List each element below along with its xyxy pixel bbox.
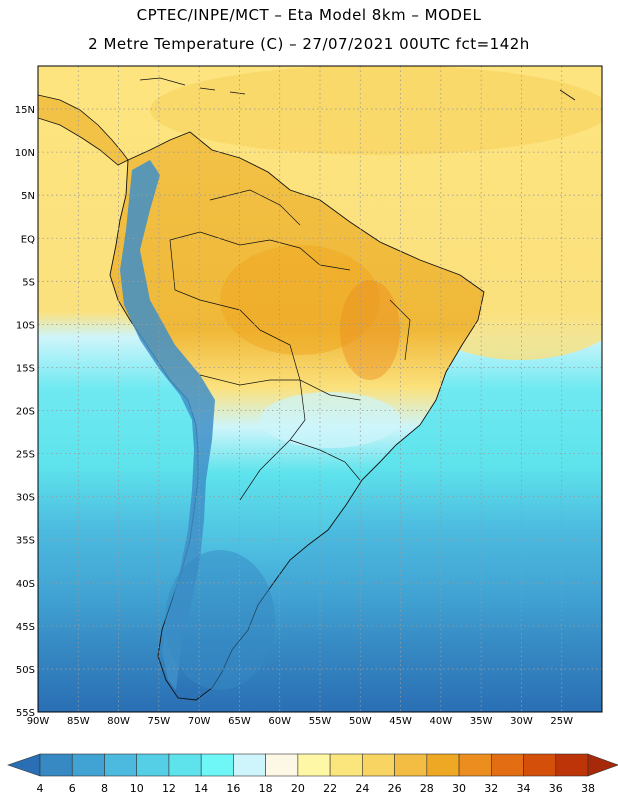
longitude-labels: 90W 85W 80W 75W 70W 65W 60W 55W 50W 45W 40W 35W 30W 2…	[27, 716, 573, 727]
colorbar-label: 8	[101, 782, 108, 795]
colorbar-label: 28	[420, 782, 434, 795]
colorbar-label: 16	[226, 782, 240, 795]
colorbar-label: 14	[194, 782, 208, 795]
lat-tick-label: 5N	[21, 191, 35, 202]
map-title-line2: 2 Metre Temperature (C) – 27/07/2021 00U…	[88, 35, 530, 53]
lat-tick-label: 25S	[16, 450, 35, 461]
hot-central-brazil	[340, 280, 400, 380]
colorbar-swatch	[555, 753, 589, 777]
colorbar-swatch	[265, 753, 299, 777]
colorbar-label: 30	[452, 782, 466, 795]
colorbar-swatch	[136, 753, 170, 777]
latitude-labels: 15N 10N 5N EQ 5S 10S 15S 20S 25S 30S 35S 40S 45S 50S 5…	[15, 105, 35, 719]
colorbar-label: 22	[323, 782, 337, 795]
central-america-land	[38, 94, 129, 166]
lon-tick-label: 60W	[268, 716, 291, 727]
lat-tick-label: 20S	[16, 407, 35, 418]
colorbar-label: 20	[291, 782, 305, 795]
colorbar-label: 38	[581, 782, 595, 795]
lat-tick-label: 55S	[16, 708, 35, 719]
lon-tick-label: 90W	[27, 716, 50, 727]
lon-tick-label: 35W	[470, 716, 493, 727]
colorbar-swatch	[458, 753, 492, 777]
colorbar-swatch	[200, 753, 234, 777]
lon-tick-label: 80W	[107, 716, 130, 727]
colorbar-swatch	[104, 753, 138, 777]
map-title-line1: CPTEC/INPE/MCT – Eta Model 8km – MODEL	[136, 6, 482, 24]
warm-caribbean-region	[150, 66, 602, 155]
colorbar-swatch	[523, 753, 557, 777]
lon-tick-label: 75W	[148, 716, 171, 727]
caribbean-islands	[139, 77, 576, 101]
lat-tick-label: 35S	[16, 536, 35, 547]
colorbar-swatch	[394, 753, 428, 777]
colorbar-label: 4	[37, 782, 44, 795]
colorbar-label: 34	[517, 782, 531, 795]
colorbar-swatches	[7, 753, 618, 777]
colorbar-swatch	[362, 753, 395, 777]
lat-tick-label: 30S	[16, 493, 35, 504]
andes-cold-ridge	[120, 160, 215, 690]
lat-tick-label: 15S	[16, 363, 35, 374]
lat-tick-label: 40S	[16, 579, 35, 590]
colorbar-label: 24	[355, 782, 369, 795]
colorbar-swatch	[490, 753, 524, 777]
colorbar-arrow-low	[7, 753, 41, 777]
colorbar-swatch	[71, 753, 105, 777]
colorbar-swatch	[329, 753, 363, 777]
lat-tick-label: 45S	[16, 622, 35, 633]
colorbar: 4 6 8 10 12 14 16 18 20 22 24 26 28 30 32 34 36 38	[7, 753, 618, 795]
lat-tick-label: 10S	[16, 320, 35, 331]
lon-tick-label: 45W	[389, 716, 412, 727]
colorbar-label: 6	[69, 782, 76, 795]
colorbar-swatch	[297, 753, 331, 777]
map-field	[38, 66, 602, 712]
lon-tick-label: 25W	[550, 716, 573, 727]
lon-tick-label: 70W	[188, 716, 211, 727]
lon-tick-label: 55W	[309, 716, 332, 727]
colorbar-label: 18	[259, 782, 273, 795]
lon-tick-label: 85W	[67, 716, 90, 727]
colorbar-label: 12	[162, 782, 176, 795]
colorbar-swatch	[233, 753, 266, 777]
colorbar-swatch	[39, 753, 73, 777]
colorbar-label: 36	[549, 782, 563, 795]
lon-tick-label: 65W	[228, 716, 251, 727]
map-frame	[37, 65, 603, 713]
colorbar-arrow-high	[587, 753, 618, 777]
colorbar-swatch	[168, 753, 202, 777]
lat-tick-label: 10N	[15, 148, 35, 159]
lon-tick-label: 40W	[430, 716, 453, 727]
lon-tick-label: 50W	[349, 716, 372, 727]
colorbar-labels: 4 6 8 10 12 14 16 18 20 22 24 26 28 30 32 34 36 38	[37, 782, 596, 795]
patagonia-cold	[165, 550, 275, 690]
lat-tick-label: 15N	[15, 105, 35, 116]
colorbar-swatch	[426, 753, 460, 777]
lat-tick-label: EQ	[21, 234, 35, 245]
lon-tick-label: 30W	[510, 716, 533, 727]
lat-tick-label: 50S	[16, 665, 35, 676]
colorbar-label: 32	[484, 782, 498, 795]
cool-southeast-brazil	[260, 392, 400, 448]
colorbar-label: 10	[130, 782, 144, 795]
lat-tick-label: 5S	[22, 277, 35, 288]
temperature-map: 15N 10N 5N EQ 5S 10S 15S 20S 25S 30S 35S 40S 45S 50S 5…	[15, 65, 603, 727]
country-borders	[169, 189, 411, 501]
hot-interior-region	[220, 245, 380, 355]
colorbar-label: 26	[388, 782, 402, 795]
